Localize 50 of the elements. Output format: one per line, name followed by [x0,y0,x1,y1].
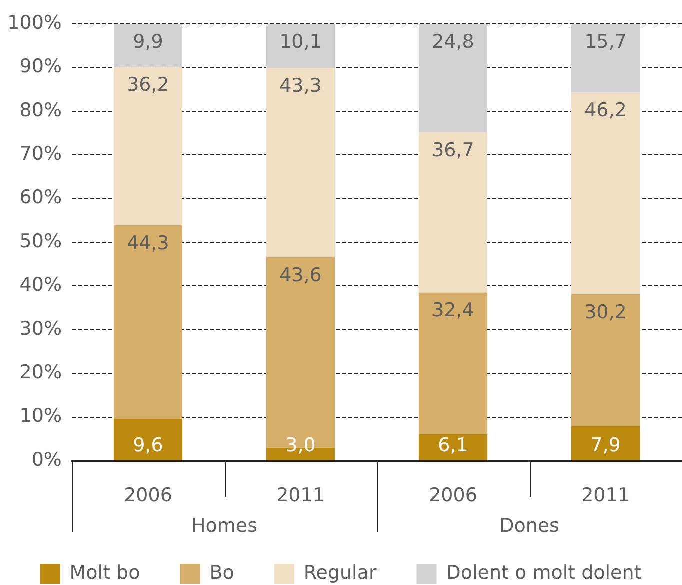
y-tick-label: 20% [20,362,62,384]
data-label: 10,1 [280,30,322,53]
bar [571,24,640,93]
bar [571,426,640,460]
data-label: 6,1 [438,434,468,456]
data-label: 15,7 [584,30,627,53]
data-label: 24,8 [432,30,474,53]
y-tick-label: 40% [20,274,62,296]
data-label: 9,9 [133,30,164,53]
y-tick-label: 70% [20,143,62,166]
x-tick-label: 2006 [429,484,478,506]
data-label: 43,6 [280,264,322,286]
bar [114,24,183,68]
x-tick-label: 2011 [582,484,630,506]
y-tick-label: 30% [20,318,62,340]
bar [266,24,336,68]
data-label: 9,6 [133,434,164,456]
data-label: 7,9 [590,434,621,456]
y-tick-label: 50% [20,230,62,252]
data-label: 36,2 [127,74,170,96]
bar [114,67,183,226]
x-tick-label: 2011 [276,484,325,506]
bar [418,434,488,460]
y-tick-label: 0% [32,448,62,471]
bar [266,68,336,258]
data-label: 46,2 [584,100,627,122]
data-label: 32,4 [432,300,474,322]
legend-label: Regular [304,562,377,584]
legend-label: Bo [210,562,234,584]
legend-label: Molt bo [70,562,140,584]
data-label: 44,3 [127,232,170,254]
y-tick-label: 90% [20,56,62,78]
bar [571,294,640,426]
bar [114,419,183,460]
data-label: 36,7 [432,139,474,162]
bar [571,92,640,295]
bar [418,132,488,293]
bar [418,292,488,434]
y-tick-label: 80% [20,99,62,122]
text: Homes [191,514,258,537]
y-tick-label: 100% [8,12,62,34]
data-label: 30,2 [584,301,627,324]
text: Dones [500,514,560,537]
data-label: 43,3 [280,75,322,98]
y-tick-label: 60% [20,186,62,209]
legend-label: Dolent o molt dolent [446,562,642,584]
y-tick-label: 10% [20,405,62,428]
bar [114,225,183,420]
x-tick-label: 2006 [124,484,172,506]
bar [418,24,488,132]
